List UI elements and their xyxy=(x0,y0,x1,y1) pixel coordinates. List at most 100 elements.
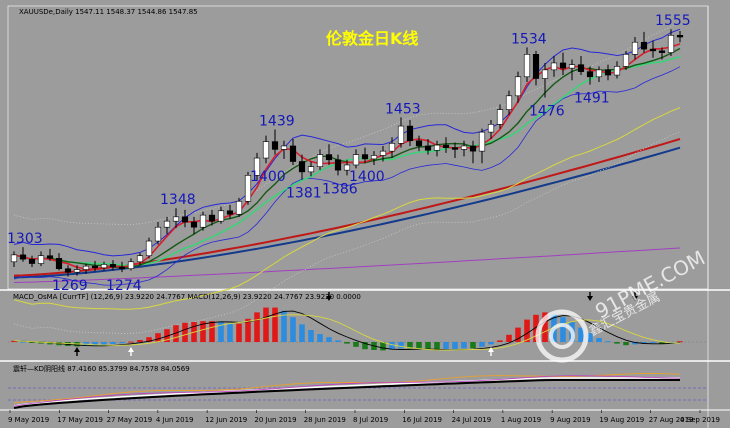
price-annotation: 1491 xyxy=(574,91,610,107)
macd-bar xyxy=(218,322,224,342)
x-tick-label: 4 Jun 2019 xyxy=(156,416,194,424)
macd-bar xyxy=(452,342,458,350)
x-tick-label: 28 Jun 2019 xyxy=(304,416,346,424)
kd-k-line xyxy=(13,377,680,407)
bear-candle xyxy=(91,265,99,269)
bull-candle xyxy=(244,175,252,202)
x-tick-label: 9 May 2019 xyxy=(8,416,49,424)
kd-indicator-layer xyxy=(8,373,708,409)
macd-bar xyxy=(587,333,593,342)
macd-bar xyxy=(470,342,476,349)
bull-candle xyxy=(541,69,549,79)
bear-candle xyxy=(586,71,594,78)
bull-candle xyxy=(370,155,378,160)
bull-candle xyxy=(307,166,315,173)
bull-candle xyxy=(100,264,108,269)
bear-candle xyxy=(649,48,657,52)
price-annotation: 1386 xyxy=(322,181,358,197)
bear-candle xyxy=(406,125,414,142)
x-tick-label: 4 Sep 2019 xyxy=(680,416,720,424)
macd-bar xyxy=(344,342,350,344)
price-annotation: 1348 xyxy=(160,192,196,208)
chart-title: 伦敦金日K线 xyxy=(326,29,418,48)
bear-candle xyxy=(559,62,567,69)
macd-bar xyxy=(29,342,35,343)
bear-candle xyxy=(64,268,72,273)
macd-bar xyxy=(542,312,548,342)
bull-candle xyxy=(514,76,522,97)
price-annotation: 1400 xyxy=(250,169,286,185)
macd-bar xyxy=(146,337,152,342)
macd-slow-line xyxy=(13,314,681,351)
macd-bar xyxy=(677,341,683,343)
macd-bar xyxy=(515,327,521,342)
macd-bar xyxy=(119,342,125,344)
bull-candle xyxy=(433,144,441,151)
bear-candle xyxy=(55,258,63,270)
macd-bar xyxy=(578,327,584,342)
bull-candle xyxy=(505,95,513,110)
x-tick-label: 24 Jul 2019 xyxy=(452,416,492,424)
kd-main-line xyxy=(13,379,680,409)
bear-candle xyxy=(190,221,198,228)
price-annotation: 1274 xyxy=(106,278,142,294)
macd-header: MACD_OsMA [CurrTF] (12,26,9) 23.9220 24.… xyxy=(13,293,361,301)
macd-bar xyxy=(110,342,116,344)
price-annotation: 1453 xyxy=(385,101,421,117)
x-tick-label: 17 May 2019 xyxy=(57,416,103,424)
sell-arrow-icon xyxy=(632,292,638,301)
macd-bar xyxy=(290,317,296,342)
bull-candle xyxy=(613,66,621,76)
macd-bar xyxy=(281,310,287,342)
price-annotation: 1476 xyxy=(529,104,565,120)
bull-candle xyxy=(496,109,504,125)
bollinger-lower-line xyxy=(13,66,681,286)
macd-bar xyxy=(362,342,368,350)
x-tick-label: 8 Jul 2019 xyxy=(353,416,388,424)
macd-bar xyxy=(641,342,647,344)
macd-bar xyxy=(101,342,107,345)
bull-candle xyxy=(217,210,225,222)
macd-bar xyxy=(272,307,278,342)
macd-bar xyxy=(263,307,269,342)
bear-candle xyxy=(415,140,423,147)
bear-candle xyxy=(226,210,234,215)
kd-d-line xyxy=(13,373,681,404)
x-tick-label: 27 Aug 2019 xyxy=(649,416,694,424)
buy-arrow-icon xyxy=(488,347,494,356)
bull-candle xyxy=(478,131,486,152)
macd-bar xyxy=(227,323,233,342)
bull-candle xyxy=(10,254,18,263)
bull-candle xyxy=(280,145,288,150)
macd-bar xyxy=(632,342,638,345)
macd-bar xyxy=(317,334,323,342)
x-tick-label: 9 Aug 2019 xyxy=(550,416,590,424)
macd-bar xyxy=(308,330,314,342)
bull-candle xyxy=(388,143,396,152)
bull-candle xyxy=(145,240,153,257)
macd-bar xyxy=(434,342,440,351)
macd-bar xyxy=(92,342,98,346)
bear-candle xyxy=(19,254,27,260)
bear-candle xyxy=(289,145,297,162)
bull-candle xyxy=(667,34,675,53)
price-annotation-layer: 1303 1269 1274 1348 1439 1381 1386 1453 1400 1400… xyxy=(7,13,691,294)
macd-bar xyxy=(443,342,449,350)
x-tick-label: 1 Aug 2019 xyxy=(501,416,541,424)
bull-candle xyxy=(235,200,243,215)
main-chart-area xyxy=(8,6,708,289)
x-tick-label: 16 Jul 2019 xyxy=(402,416,442,424)
bear-candle xyxy=(28,258,36,264)
macd-bar xyxy=(164,329,170,342)
x-tick-label: 12 Jun 2019 xyxy=(205,416,247,424)
price-annotation: 1555 xyxy=(655,13,691,29)
bull-candle xyxy=(397,125,405,144)
macd-bar xyxy=(173,325,179,342)
watermark-logo-icon xyxy=(535,309,589,363)
price-annotation: 1439 xyxy=(259,114,295,130)
symbol-header: XAUUSDe,Daily 1547.11 1548.37 1544.86 15… xyxy=(19,8,198,16)
macd-bar xyxy=(47,342,53,345)
bull-candle xyxy=(154,226,162,242)
macd-bar xyxy=(425,342,431,350)
